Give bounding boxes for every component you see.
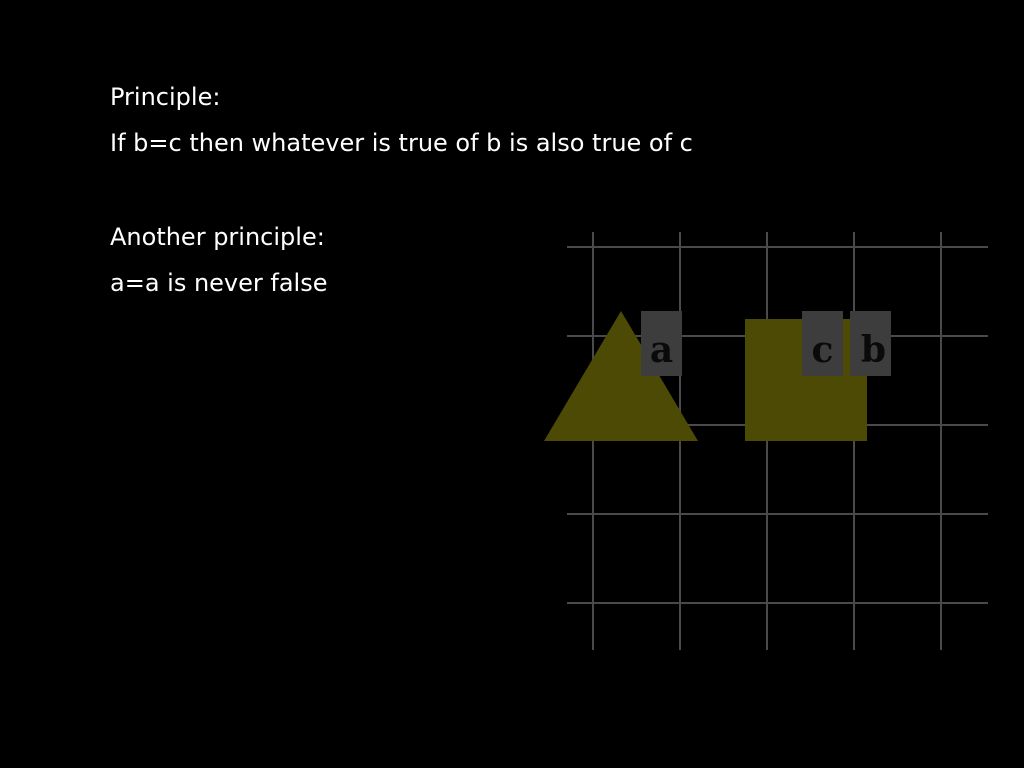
- label-b-box: [850, 311, 891, 376]
- triangle-shape: [544, 311, 698, 441]
- label-c-text: c: [812, 329, 834, 371]
- another-principle-heading: Another principle:: [110, 223, 325, 251]
- label-b-text: b: [861, 329, 886, 371]
- label-b: b: [850, 311, 891, 376]
- label-a-text: a: [650, 329, 673, 371]
- principle-statement: If b=c then whatever is true of b is als…: [110, 129, 693, 157]
- another-principle-statement: a=a is never false: [110, 269, 328, 297]
- label-a: a: [641, 311, 682, 376]
- principle-heading: Principle:: [110, 83, 221, 111]
- label-c-box: [802, 311, 843, 376]
- label-a-box: [641, 311, 682, 376]
- label-c: c: [802, 311, 843, 376]
